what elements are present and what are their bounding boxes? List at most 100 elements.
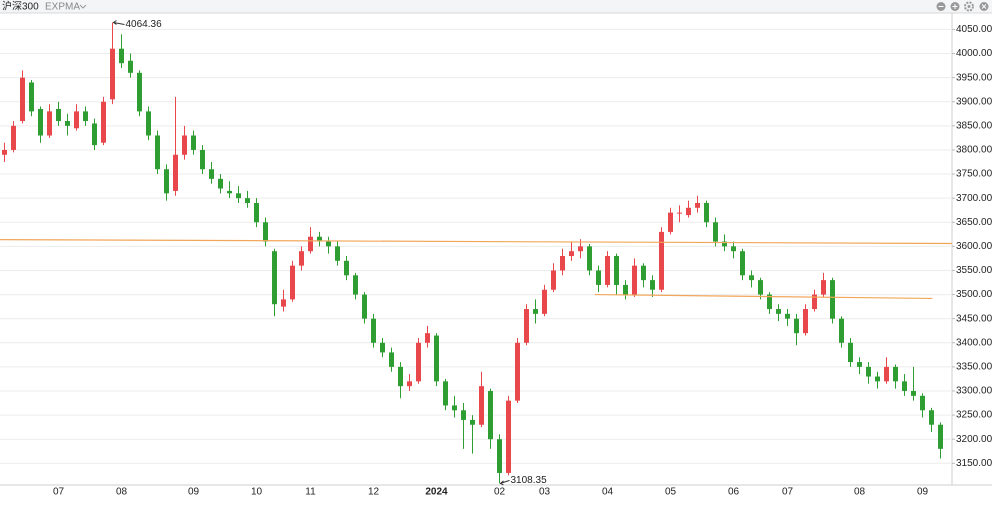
candle-body <box>164 169 169 194</box>
candle-body <box>596 270 601 285</box>
candle-body <box>875 376 880 382</box>
candle-body <box>47 111 52 136</box>
x-tick-label: 10 <box>251 487 263 498</box>
chart-title: 沪深300 <box>2 0 39 13</box>
x-tick-label: 03 <box>539 487 551 498</box>
candle-body <box>605 256 610 285</box>
low-annotation: 3108.35 <box>511 475 548 486</box>
x-tick-label: 08 <box>116 487 128 498</box>
candle-body <box>902 381 907 391</box>
y-tick-label: 3650.00 <box>956 217 992 228</box>
candle-body <box>74 111 79 129</box>
candle-body <box>11 125 16 150</box>
candle-body <box>272 251 277 305</box>
candle-body <box>29 82 34 112</box>
zoom-out-button[interactable] <box>936 2 946 11</box>
candle-body <box>776 309 781 314</box>
y-tick-label: 3600.00 <box>956 241 992 252</box>
settings-button[interactable] <box>964 1 974 12</box>
x-tick-label: 2024 <box>425 487 448 498</box>
candle-body <box>722 241 727 247</box>
candle-body <box>254 202 259 223</box>
trend-line <box>0 239 953 245</box>
candle-body <box>542 289 547 314</box>
y-tick-label: 3750.00 <box>956 169 992 180</box>
x-tick-label: 12 <box>368 487 380 498</box>
indicator-selector[interactable]: EXPMA <box>45 2 80 13</box>
candle-body <box>659 231 664 290</box>
candle-body <box>848 342 853 363</box>
candle-body <box>83 111 88 122</box>
y-tick-label: 3900.00 <box>956 96 992 107</box>
close-button[interactable] <box>979 2 989 11</box>
candle-body <box>668 212 673 232</box>
candle-body <box>758 280 763 295</box>
candle-body <box>263 222 268 242</box>
candle-body <box>857 362 862 367</box>
candle-body <box>155 135 160 170</box>
candle-body <box>218 178 223 189</box>
y-tick-label: 3500.00 <box>956 289 992 300</box>
annotation-arrow <box>112 20 125 25</box>
candle-body <box>101 101 106 143</box>
candle-body <box>470 419 475 425</box>
x-tick-label: 02 <box>494 487 506 498</box>
candle-body <box>119 48 124 64</box>
candle-body <box>209 169 214 179</box>
candle-body <box>326 241 331 247</box>
y-tick-label: 4000.00 <box>956 48 992 59</box>
candle-body <box>335 246 340 261</box>
y-tick-label: 3300.00 <box>956 386 992 397</box>
candle-body <box>299 251 304 266</box>
y-tick-label: 4050.00 <box>956 24 992 35</box>
candle-body <box>920 395 925 411</box>
candle-body <box>533 309 538 314</box>
candle-body <box>938 424 943 449</box>
y-tick-label: 3350.00 <box>956 362 992 373</box>
candle-body <box>695 202 700 208</box>
candle-body <box>524 309 529 343</box>
y-tick-label: 3200.00 <box>956 434 992 445</box>
candle-body <box>632 265 637 295</box>
candle-body <box>353 275 358 295</box>
candle-body <box>749 275 754 281</box>
candle-body <box>614 256 619 285</box>
dropdown-caret[interactable] <box>79 4 87 9</box>
candle-body <box>128 60 133 73</box>
zoom-in-button[interactable] <box>950 2 960 11</box>
grid <box>0 28 952 464</box>
candle-body <box>578 246 583 252</box>
candle-body <box>317 236 322 242</box>
x-tick-label: 09 <box>917 487 929 498</box>
candle-body <box>245 198 250 203</box>
candle-body <box>929 410 934 425</box>
y-tick-label: 3550.00 <box>956 265 992 276</box>
candle-body <box>65 121 70 126</box>
candle-body <box>812 294 817 310</box>
candle-body <box>785 313 790 319</box>
header-background <box>0 0 992 13</box>
candle-body <box>380 342 385 353</box>
candles <box>2 22 943 484</box>
candle-body <box>362 294 367 319</box>
y-tick-label: 3400.00 <box>956 337 992 348</box>
candle-body <box>740 251 745 276</box>
candle-body <box>461 410 466 420</box>
candle-body <box>866 366 871 377</box>
candle-body <box>146 111 151 136</box>
candle-body <box>308 236 313 252</box>
candle-body <box>137 72 142 112</box>
candle-body <box>173 154 178 191</box>
candle-body <box>731 246 736 252</box>
candle-body <box>650 280 655 290</box>
candle-body <box>407 381 412 387</box>
candle-body <box>794 318 799 334</box>
candle-body <box>830 280 835 319</box>
candle-body <box>704 202 709 223</box>
candle-body <box>398 366 403 387</box>
candle-body <box>236 193 241 199</box>
candle-body <box>344 260 349 276</box>
annotation-arrow <box>499 479 510 486</box>
candle-body <box>38 108 43 136</box>
x-tick-label: 08 <box>854 487 866 498</box>
